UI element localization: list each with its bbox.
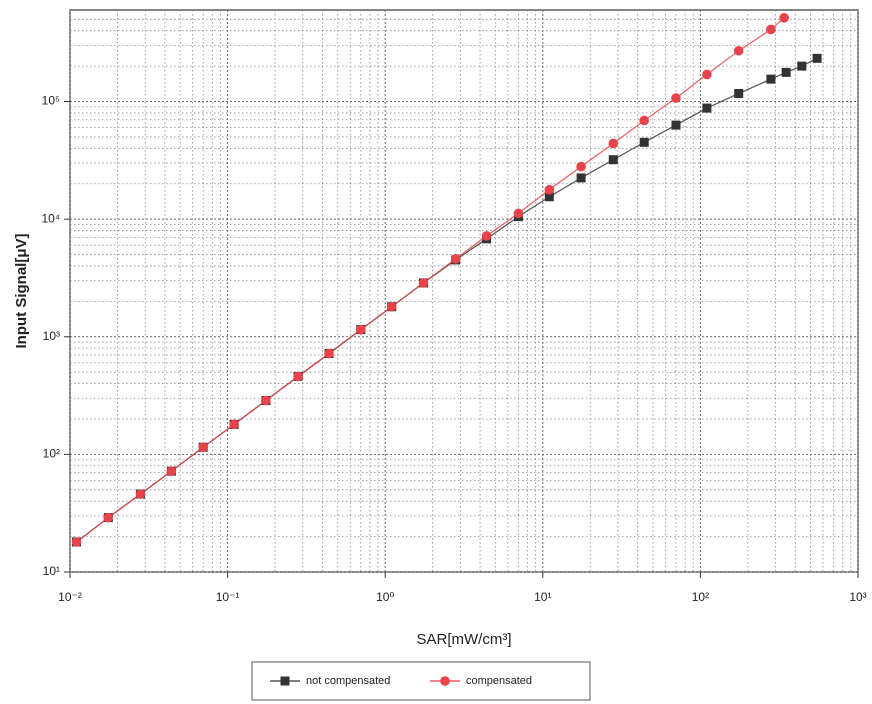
marker: [544, 192, 554, 202]
marker: [324, 348, 334, 359]
marker: [166, 466, 177, 476]
x-tick-label: 10⁻²: [58, 590, 82, 604]
marker: [733, 45, 744, 56]
legend-label: not compensated: [306, 675, 390, 687]
marker: [71, 537, 82, 547]
marker: [608, 155, 618, 165]
marker: [702, 69, 712, 80]
legend-label: compensated: [466, 675, 532, 687]
marker: [779, 13, 789, 23]
marker: [440, 676, 450, 686]
x-tick-label: 10³: [849, 590, 866, 604]
series-line: [76, 57, 818, 543]
marker: [135, 489, 146, 499]
y-tick-label: 10¹: [43, 564, 60, 578]
marker: [293, 371, 303, 382]
marker: [386, 301, 397, 312]
series-line: [76, 17, 785, 543]
x-tick-label: 10⁰: [376, 590, 394, 604]
marker: [671, 120, 681, 130]
marker: [702, 103, 712, 113]
marker: [544, 184, 555, 195]
marker: [639, 137, 649, 147]
marker: [781, 67, 791, 77]
marker: [812, 53, 822, 63]
marker: [229, 419, 239, 430]
marker: [481, 231, 492, 241]
marker: [734, 89, 744, 99]
y-tick-label: 10⁵: [42, 94, 60, 108]
marker: [261, 395, 271, 406]
marker: [608, 138, 619, 149]
y-tick-label: 10⁴: [41, 211, 60, 225]
marker: [513, 208, 524, 219]
marker: [450, 254, 461, 264]
marker: [198, 442, 208, 453]
marker: [576, 161, 586, 172]
y-tick-label: 10³: [43, 329, 60, 343]
x-axis-label: SAR[mW/cm³]: [417, 631, 512, 648]
marker: [639, 115, 650, 126]
marker: [418, 278, 429, 288]
x-tick-label: 10¹: [534, 590, 551, 604]
x-tick-label: 10²: [692, 590, 709, 604]
x-tick-label: 10⁻¹: [216, 590, 240, 604]
marker: [797, 61, 807, 71]
marker: [103, 512, 114, 523]
marker: [355, 324, 366, 335]
y-axis-label: Input Signal[μV]: [13, 233, 30, 348]
marker: [766, 74, 776, 84]
marker: [576, 173, 586, 183]
y-tick-label: 10²: [43, 447, 60, 461]
legend-box: [251, 661, 591, 701]
marker: [280, 676, 290, 686]
marker: [671, 93, 681, 103]
marker: [766, 24, 776, 35]
